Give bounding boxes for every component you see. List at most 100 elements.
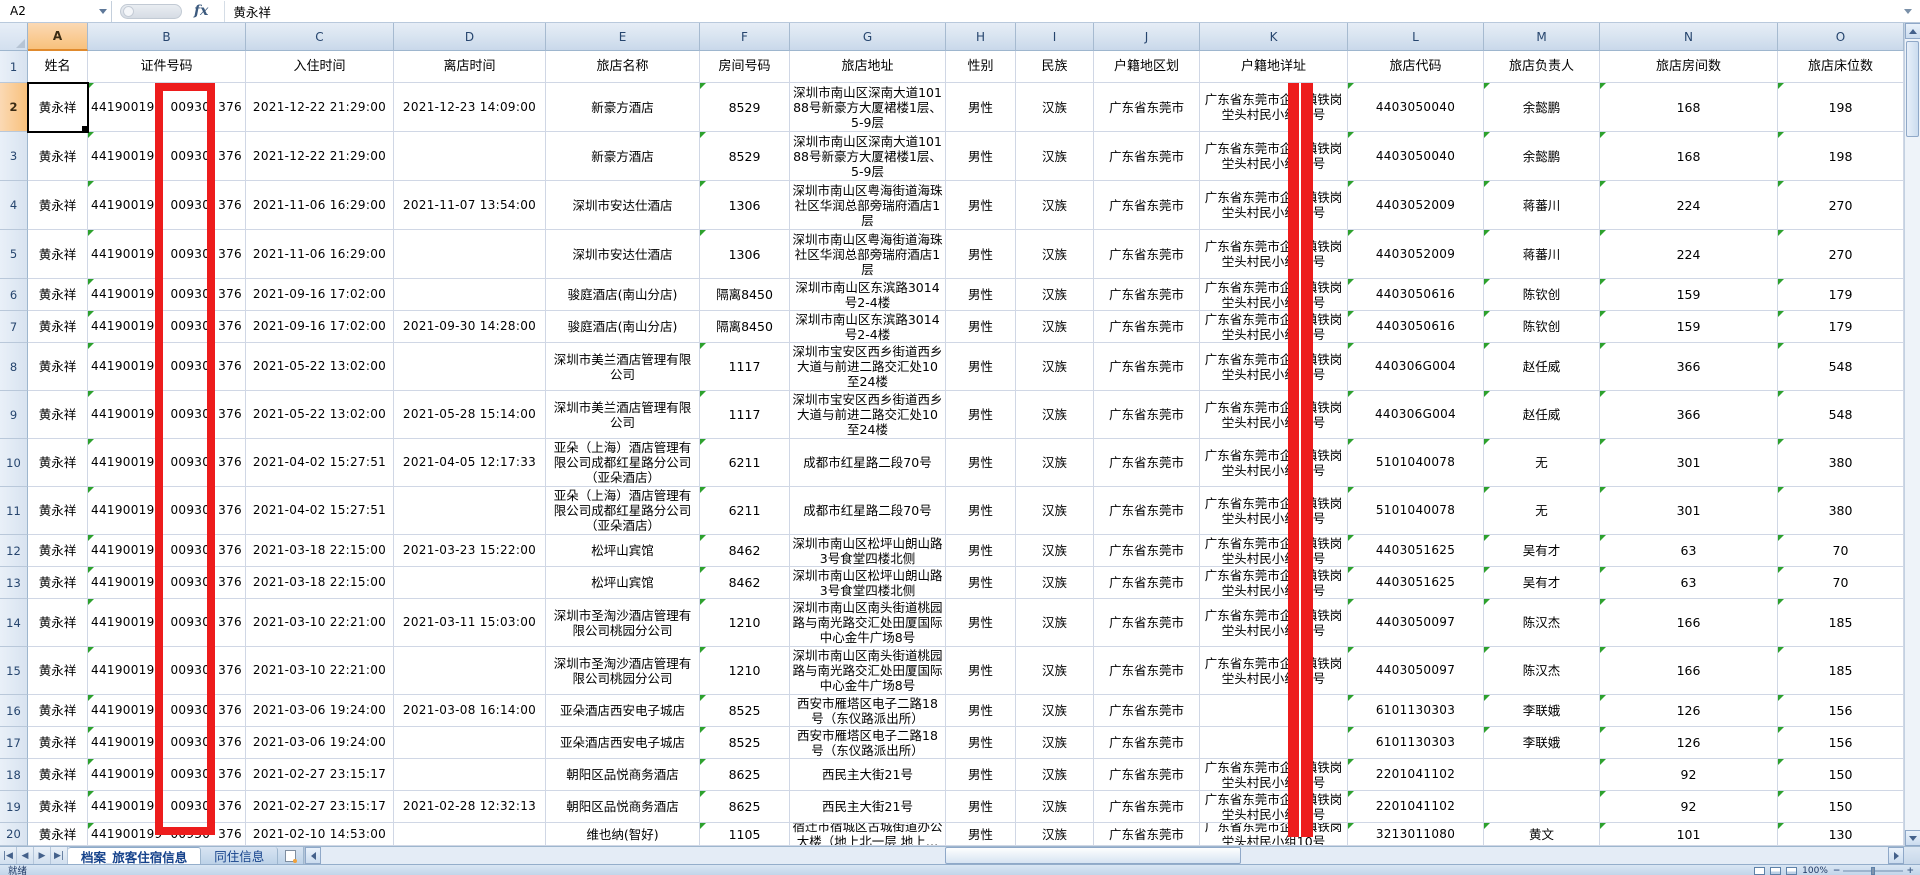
- cell-N19[interactable]: 92: [1600, 791, 1778, 823]
- cell-G20[interactable]: 宿迁市宿城区古城街道办公大楼（地上北一层 地上…: [790, 823, 946, 846]
- scroll-up-button[interactable]: [1905, 23, 1920, 39]
- cell-D7[interactable]: 2021-09-30 14:28:00: [394, 311, 546, 343]
- cell-O3[interactable]: 198: [1778, 132, 1904, 181]
- cell-M8[interactable]: 赵任威: [1484, 343, 1600, 391]
- cell-H16[interactable]: 男性: [946, 695, 1016, 727]
- cell-D15[interactable]: [394, 647, 546, 695]
- cell-I17[interactable]: 汉族: [1016, 727, 1094, 759]
- cell-N3[interactable]: 168: [1600, 132, 1778, 181]
- cell-E17[interactable]: 亚朵酒店西安电子城店: [546, 727, 700, 759]
- cell-C20[interactable]: 2021-02-10 14:53:00: [246, 823, 394, 846]
- header-cell-I[interactable]: 民族: [1016, 51, 1094, 83]
- cell-K14[interactable]: 广东省东莞市企石镇铁岗坣头村民小组10号: [1200, 599, 1348, 647]
- cell-B6[interactable]: 441900199 00930 376: [88, 279, 246, 311]
- cell-O16[interactable]: 156: [1778, 695, 1904, 727]
- row-header-6[interactable]: 6: [0, 279, 28, 311]
- cell-J11[interactable]: 广东省东莞市: [1094, 487, 1200, 535]
- cell-C11[interactable]: 2021-04-02 15:27:51: [246, 487, 394, 535]
- cell-E4[interactable]: 深圳市安达仕酒店: [546, 181, 700, 230]
- cell-K18[interactable]: 广东省东莞市企石镇铁岗坣头村民小组10号: [1200, 759, 1348, 791]
- cell-F2[interactable]: 8529: [700, 83, 790, 132]
- cell-B20[interactable]: 441900199 00930 376: [88, 823, 246, 846]
- cell-F14[interactable]: 1210: [700, 599, 790, 647]
- cell-J17[interactable]: 广东省东莞市: [1094, 727, 1200, 759]
- cell-J5[interactable]: 广东省东莞市: [1094, 230, 1200, 279]
- cell-H4[interactable]: 男性: [946, 181, 1016, 230]
- scroll-down-button[interactable]: [1905, 830, 1920, 846]
- cell-C4[interactable]: 2021-11-06 16:29:00: [246, 181, 394, 230]
- cell-M5[interactable]: 蒋蕃川: [1484, 230, 1600, 279]
- cell-N12[interactable]: 63: [1600, 535, 1778, 567]
- cell-B8[interactable]: 441900199 00930 376: [88, 343, 246, 391]
- vertical-scrollbar[interactable]: [1904, 23, 1920, 846]
- header-cell-J[interactable]: 户籍地区划: [1094, 51, 1200, 83]
- cell-A2[interactable]: 黄永祥: [27, 82, 89, 133]
- cell-K19[interactable]: 广东省东莞市企石镇铁岗坣头村民小组10号: [1200, 791, 1348, 823]
- column-header-L[interactable]: L: [1348, 23, 1484, 51]
- cell-C3[interactable]: 2021-12-22 21:29:00: [246, 132, 394, 181]
- cell-I11[interactable]: 汉族: [1016, 487, 1094, 535]
- cell-A10[interactable]: 黄永祥: [28, 439, 88, 487]
- cell-C7[interactable]: 2021-09-16 17:02:00: [246, 311, 394, 343]
- cell-M19[interactable]: [1484, 791, 1600, 823]
- cell-L14[interactable]: 4403050097: [1348, 599, 1484, 647]
- cell-F8[interactable]: 1117: [700, 343, 790, 391]
- cell-G12[interactable]: 深圳市南山区松坪山朗山路3号食堂四楼北侧: [790, 535, 946, 567]
- cell-L3[interactable]: 4403050040: [1348, 132, 1484, 181]
- cell-H5[interactable]: 男性: [946, 230, 1016, 279]
- cell-F6[interactable]: 隔离8450: [700, 279, 790, 311]
- cell-G4[interactable]: 深圳市南山区粤海街道海珠社区华润总部旁瑞府酒店1层: [790, 181, 946, 230]
- formula-input[interactable]: 黄永祥: [224, 0, 1900, 22]
- cell-B14[interactable]: 441900199 00930 376: [88, 599, 246, 647]
- cell-B2[interactable]: 441900199 00930 376: [88, 83, 246, 132]
- header-cell-K[interactable]: 户籍地详址: [1200, 51, 1348, 83]
- cell-J16[interactable]: 广东省东莞市: [1094, 695, 1200, 727]
- cell-K12[interactable]: 广东省东莞市企石镇铁岗坣头村民小组10号: [1200, 535, 1348, 567]
- row-header-18[interactable]: 18: [0, 759, 28, 791]
- cell-H20[interactable]: 男性: [946, 823, 1016, 846]
- cell-K15[interactable]: 广东省东莞市企石镇铁岗坣头村民小组10号: [1200, 647, 1348, 695]
- cell-D12[interactable]: 2021-03-23 15:22:00: [394, 535, 546, 567]
- cell-L15[interactable]: 4403050097: [1348, 647, 1484, 695]
- cell-N14[interactable]: 166: [1600, 599, 1778, 647]
- cell-J3[interactable]: 广东省东莞市: [1094, 132, 1200, 181]
- row-header-13[interactable]: 13: [0, 567, 28, 599]
- cell-N10[interactable]: 301: [1600, 439, 1778, 487]
- cell-N6[interactable]: 159: [1600, 279, 1778, 311]
- cell-C15[interactable]: 2021-03-10 22:21:00: [246, 647, 394, 695]
- cell-I6[interactable]: 汉族: [1016, 279, 1094, 311]
- cell-L20[interactable]: 3213011080: [1348, 823, 1484, 846]
- cell-C5[interactable]: 2021-11-06 16:29:00: [246, 230, 394, 279]
- cell-D9[interactable]: 2021-05-28 15:14:00: [394, 391, 546, 439]
- cell-H7[interactable]: 男性: [946, 311, 1016, 343]
- cell-B18[interactable]: 441900199 00930 376: [88, 759, 246, 791]
- cell-C9[interactable]: 2021-05-22 13:02:00: [246, 391, 394, 439]
- row-header-9[interactable]: 9: [0, 391, 28, 439]
- cell-E20[interactable]: 维也纳(智好): [546, 823, 700, 846]
- cell-E15[interactable]: 深圳市圣淘沙酒店管理有限公司桃园分公司: [546, 647, 700, 695]
- cell-J19[interactable]: 广东省东莞市: [1094, 791, 1200, 823]
- header-cell-A[interactable]: 姓名: [28, 51, 88, 83]
- cell-G9[interactable]: 深圳市宝安区西乡街道西乡大道与前进二路交汇处10至24楼: [790, 391, 946, 439]
- cell-F16[interactable]: 8525: [700, 695, 790, 727]
- cell-A3[interactable]: 黄永祥: [28, 132, 88, 181]
- cell-E5[interactable]: 深圳市安达仕酒店: [546, 230, 700, 279]
- cell-E19[interactable]: 朝阳区品悦商务酒店: [546, 791, 700, 823]
- cell-D14[interactable]: 2021-03-11 15:03:00: [394, 599, 546, 647]
- cell-H12[interactable]: 男性: [946, 535, 1016, 567]
- cell-G16[interactable]: 西安市雁塔区电子二路18号（东仪路派出所）: [790, 695, 946, 727]
- cell-A8[interactable]: 黄永祥: [28, 343, 88, 391]
- cell-M17[interactable]: 李联娥: [1484, 727, 1600, 759]
- cell-J8[interactable]: 广东省东莞市: [1094, 343, 1200, 391]
- cell-F5[interactable]: 1306: [700, 230, 790, 279]
- cell-F18[interactable]: 8625: [700, 759, 790, 791]
- cell-E10[interactable]: 亚朵（上海）酒店管理有限公司成都红星路分公司（亚朵酒店）: [546, 439, 700, 487]
- expand-formula-bar-icon[interactable]: [1900, 3, 1916, 19]
- header-cell-L[interactable]: 旅店代码: [1348, 51, 1484, 83]
- cell-B16[interactable]: 441900199 00930 376: [88, 695, 246, 727]
- column-header-G[interactable]: G: [790, 23, 946, 51]
- cell-A5[interactable]: 黄永祥: [28, 230, 88, 279]
- row-header-12[interactable]: 12: [0, 535, 28, 567]
- cell-G7[interactable]: 深圳市南山区东滨路3014号2-4楼: [790, 311, 946, 343]
- cell-D3[interactable]: [394, 132, 546, 181]
